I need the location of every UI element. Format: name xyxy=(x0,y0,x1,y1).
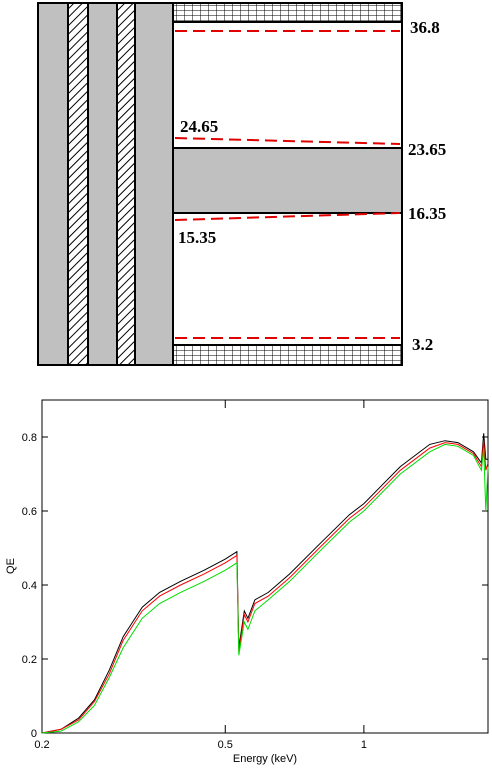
y-tick-label: 0.2 xyxy=(22,654,37,666)
boundary xyxy=(174,137,401,145)
x-tick-label: 1 xyxy=(361,739,367,751)
y-axis-label: QE xyxy=(5,558,17,574)
depth-label: 36.8 xyxy=(410,18,440,37)
detector-diagram xyxy=(37,2,403,366)
y-tick-label: 0.4 xyxy=(22,580,37,592)
grid-layer xyxy=(172,344,403,366)
layer xyxy=(37,2,69,366)
depth-label: 3.2 xyxy=(412,335,433,354)
depth-label: 15.35 xyxy=(178,228,216,247)
x-tick-label: 0.2 xyxy=(34,739,49,751)
y-tick-label: 0 xyxy=(31,728,37,740)
x-axis-label: Energy (keV) xyxy=(233,753,297,765)
layer xyxy=(134,2,174,366)
grid-layer xyxy=(172,2,403,23)
depth-label: 16.35 xyxy=(408,204,446,223)
layer xyxy=(116,2,136,366)
qe-curve xyxy=(41,443,489,734)
layer xyxy=(67,2,89,366)
x-tick-label: 0.5 xyxy=(218,739,233,751)
depth-label: 23.65 xyxy=(408,140,446,159)
gray-band xyxy=(172,147,403,214)
qe-curve xyxy=(41,440,489,734)
layer xyxy=(87,2,118,366)
plot-frame xyxy=(41,399,489,734)
boundary xyxy=(174,212,401,221)
depth-label: 24.65 xyxy=(180,117,218,136)
y-tick-label: 0.6 xyxy=(22,506,37,518)
y-tick-label: 0.8 xyxy=(22,432,37,444)
qe-curve xyxy=(41,433,488,734)
